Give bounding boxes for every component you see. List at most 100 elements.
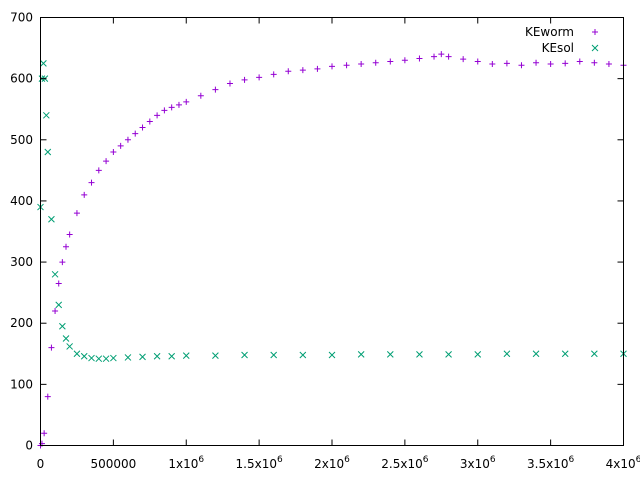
kesol-point bbox=[102, 355, 110, 363]
keworm-point bbox=[197, 92, 204, 99]
keworm-point bbox=[117, 142, 124, 149]
keworm-point bbox=[343, 62, 350, 69]
y-tick-label: 100 bbox=[10, 377, 33, 391]
keworm-point bbox=[460, 56, 467, 63]
x-tick-label: 3x106 bbox=[460, 455, 496, 471]
legend-label-keworm: KEworm bbox=[525, 25, 574, 39]
x-tick-label: 3.5x106 bbox=[527, 455, 574, 471]
keworm-point bbox=[401, 57, 408, 64]
x-tick-exponent: 6 bbox=[423, 455, 429, 465]
y-tick-label: 600 bbox=[10, 72, 33, 86]
legend: KEworm KEsol bbox=[525, 25, 599, 55]
keworm-point bbox=[212, 86, 219, 93]
keworm-point bbox=[95, 167, 102, 174]
keworm-point bbox=[431, 53, 438, 60]
x-tick-exponent: 6 bbox=[277, 455, 283, 465]
kesol-point bbox=[328, 351, 336, 359]
keworm-point bbox=[241, 76, 248, 83]
keworm-point bbox=[88, 179, 95, 186]
x-tick-label: 1.5x106 bbox=[236, 455, 283, 471]
kesol-point bbox=[153, 352, 161, 360]
keworm-point bbox=[416, 55, 423, 62]
x-tick-exponent: 6 bbox=[636, 455, 640, 465]
kesol-point bbox=[88, 354, 95, 362]
y-tick-label: 400 bbox=[10, 194, 33, 208]
kesol-point bbox=[139, 353, 146, 361]
keworm-point bbox=[358, 60, 365, 67]
keworm-point bbox=[41, 430, 48, 437]
legend-marker bbox=[592, 29, 598, 35]
x-tick-labels: 0 500000 1x106 1.5x106 2x106 2.5x106 3x106 3.5x… bbox=[37, 455, 640, 471]
kesol-point bbox=[357, 351, 365, 358]
keworm-point bbox=[285, 68, 292, 75]
kesol-point bbox=[110, 354, 117, 362]
legend-symbol-kesol bbox=[591, 44, 599, 52]
kesol-point bbox=[182, 352, 190, 359]
x-tick-mantissa: 3x10 bbox=[460, 457, 490, 471]
kesol-point bbox=[42, 111, 50, 119]
keworm-point bbox=[474, 58, 481, 65]
keworm-point bbox=[132, 130, 139, 137]
kesol-point bbox=[55, 301, 63, 309]
kesol-point bbox=[168, 352, 176, 360]
kesol-point bbox=[241, 351, 248, 359]
x-tick-label: 4x106 bbox=[606, 455, 640, 471]
kesol-point bbox=[474, 351, 482, 358]
series-kesol bbox=[37, 60, 627, 363]
x-tick-label: 500000 bbox=[90, 457, 136, 471]
plot-border bbox=[40, 17, 624, 446]
kesol-point bbox=[95, 355, 103, 363]
keworm-point bbox=[299, 67, 306, 74]
keworm-point bbox=[533, 59, 540, 66]
data-points bbox=[37, 51, 627, 449]
legend-symbol-keworm bbox=[592, 29, 598, 35]
keworm-point bbox=[146, 118, 153, 125]
keworm-point bbox=[73, 210, 80, 217]
keworm-point bbox=[438, 51, 445, 58]
x-tick-mantissa: 2x10 bbox=[314, 457, 344, 471]
keworm-point bbox=[59, 259, 66, 266]
kesol-point bbox=[44, 148, 52, 156]
x-tick-exponent: 6 bbox=[198, 455, 204, 465]
x-tick-mantissa: 1.5x10 bbox=[236, 457, 277, 471]
y-tick-labels: 0 100 200 300 400 500 600 700 bbox=[10, 11, 33, 453]
kesol-point bbox=[48, 215, 55, 223]
kesol-point bbox=[59, 322, 66, 330]
kesol-point bbox=[80, 352, 88, 360]
kesol-point bbox=[445, 351, 452, 358]
keworm-point bbox=[154, 112, 161, 119]
keworm-point bbox=[161, 107, 168, 114]
x-tick-exponent: 6 bbox=[344, 455, 350, 465]
x-tick-mantissa: 2.5x10 bbox=[381, 457, 422, 471]
kesol-point bbox=[416, 351, 423, 358]
keworm-point bbox=[329, 63, 335, 70]
y-tick-label: 700 bbox=[10, 11, 33, 25]
keworm-point bbox=[124, 136, 131, 143]
keworm-point bbox=[270, 71, 277, 78]
keworm-point bbox=[139, 124, 146, 131]
x-tick-label: 1x106 bbox=[168, 455, 204, 471]
kesol-point bbox=[270, 351, 278, 359]
keworm-point bbox=[48, 344, 55, 351]
kesol-point bbox=[124, 354, 132, 361]
keworm-point bbox=[183, 98, 190, 105]
keworm-point bbox=[547, 60, 554, 67]
kesol-point bbox=[590, 350, 598, 358]
keworm-point bbox=[314, 65, 321, 72]
kesol-point bbox=[212, 352, 219, 359]
keworm-point bbox=[66, 231, 73, 238]
kesol-point bbox=[40, 60, 47, 67]
keworm-point bbox=[103, 158, 110, 165]
keworm-point bbox=[503, 60, 510, 67]
keworm-point bbox=[52, 307, 59, 314]
keworm-point bbox=[576, 58, 583, 65]
keworm-point bbox=[63, 243, 70, 250]
kesol-point bbox=[66, 343, 74, 350]
y-tick-label: 200 bbox=[10, 316, 33, 330]
kesol-point bbox=[386, 351, 394, 358]
keworm-point bbox=[445, 53, 452, 60]
y-tick-label: 500 bbox=[10, 133, 33, 147]
kesol-point bbox=[62, 335, 70, 342]
x-tick-mantissa: 3.5x10 bbox=[527, 457, 568, 471]
kesol-point bbox=[51, 270, 59, 278]
